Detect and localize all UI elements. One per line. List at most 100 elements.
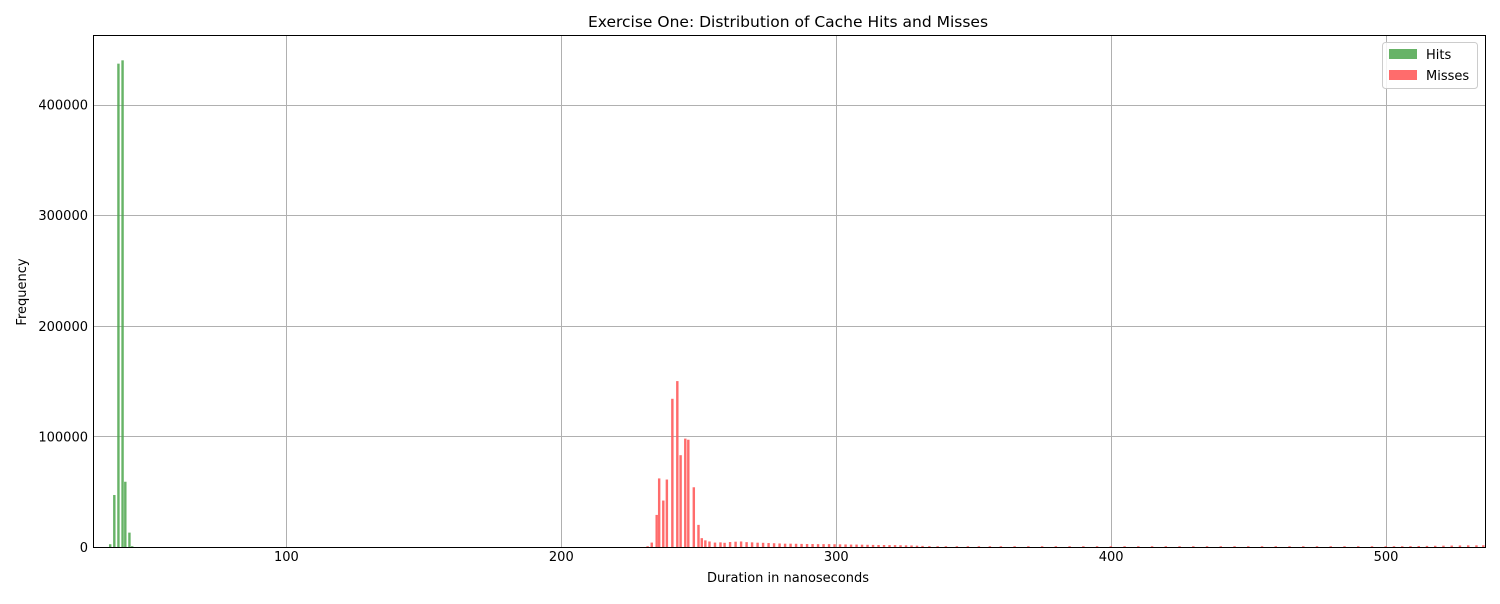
bar-misses — [800, 543, 803, 547]
bar-misses — [899, 545, 902, 547]
legend-label-hits: Hits — [1426, 48, 1451, 63]
bar-misses — [1027, 546, 1030, 547]
bar-misses — [750, 542, 754, 547]
bar-misses — [928, 546, 931, 547]
bar-misses — [849, 544, 853, 547]
bar-misses — [822, 544, 825, 547]
bar-misses — [1137, 546, 1140, 547]
bar-misses — [679, 455, 682, 547]
bar-misses — [713, 542, 717, 547]
bar-misses — [719, 542, 722, 547]
y-tick-label: 300000 — [38, 209, 88, 224]
bar-misses — [1409, 546, 1412, 547]
bar-misses — [915, 545, 919, 547]
bar-misses — [1123, 546, 1126, 547]
x-tick-label: 500 — [1374, 550, 1399, 565]
bar-misses — [1384, 546, 1387, 547]
plot-frame — [93, 35, 1486, 548]
bar-misses — [838, 544, 842, 547]
bar-misses — [1425, 545, 1429, 547]
bar-misses — [977, 546, 981, 547]
bar-hits — [108, 544, 112, 547]
bar-misses — [1178, 546, 1181, 547]
bar-misses — [1442, 545, 1445, 547]
bar-misses — [1095, 546, 1099, 547]
bars — [108, 60, 1485, 547]
legend-label-misses: Misses — [1426, 69, 1469, 84]
bar-misses — [866, 544, 869, 547]
bar-misses — [728, 542, 732, 547]
bar-misses — [772, 543, 776, 547]
bar-misses — [1343, 546, 1346, 547]
bar-misses — [811, 544, 814, 547]
y-tick-label: 400000 — [38, 99, 88, 114]
bar-misses — [1417, 546, 1420, 547]
bar-misses — [827, 544, 831, 547]
bar-misses — [687, 439, 690, 547]
bar-misses — [1274, 546, 1277, 547]
bar-hits — [121, 60, 124, 547]
bar-misses — [921, 545, 924, 547]
bar-misses — [910, 545, 913, 547]
bar-misses — [789, 543, 792, 547]
bar-misses — [1150, 546, 1154, 547]
bar-misses — [700, 538, 703, 547]
bar-misses — [739, 541, 743, 547]
bar-misses — [833, 544, 836, 547]
bar-misses — [655, 514, 658, 547]
bar-misses — [882, 545, 886, 547]
y-tick-label: 0 — [80, 541, 88, 556]
bar-misses — [650, 542, 653, 547]
grid-lines — [94, 36, 1485, 548]
bar-misses — [1082, 546, 1085, 547]
bar-misses — [1013, 546, 1016, 547]
bar-misses — [778, 543, 781, 547]
bar-misses — [1288, 546, 1291, 547]
y-tick-label: 200000 — [38, 320, 88, 335]
bar-misses — [708, 541, 711, 547]
bar-hits — [128, 532, 131, 547]
y-tick-label: 100000 — [38, 430, 88, 445]
bar-misses — [1392, 546, 1396, 547]
legend: Hits Misses — [1382, 42, 1478, 89]
bar-misses — [1357, 546, 1360, 547]
bar-misses — [1450, 545, 1453, 547]
bar-misses — [988, 546, 992, 547]
bar-misses — [860, 544, 864, 547]
bar-misses — [871, 544, 875, 547]
bar-misses — [1401, 546, 1404, 547]
bar-misses — [1466, 545, 1470, 547]
bar-misses — [1109, 546, 1113, 547]
bar-misses — [761, 542, 765, 547]
bar-misses — [794, 543, 798, 547]
bar-misses — [671, 398, 674, 547]
x-tick-label: 300 — [824, 550, 849, 565]
chart-title: Exercise One: Distribution of Cache Hits… — [588, 13, 988, 31]
x-axis-ticks: 100 200 300 400 500 — [274, 550, 1398, 565]
bar-misses — [1192, 546, 1195, 547]
bar-misses — [1458, 545, 1462, 547]
bar-misses — [966, 546, 970, 547]
bar-misses — [1482, 545, 1485, 547]
bar-misses — [723, 542, 726, 547]
bar-misses — [944, 546, 948, 547]
bar-misses — [1068, 546, 1071, 547]
legend-swatch-hits — [1389, 49, 1417, 59]
bar-misses — [1370, 546, 1374, 547]
bar-hits — [124, 481, 127, 547]
bar-misses — [1302, 546, 1305, 547]
x-tick-label: 400 — [1099, 550, 1124, 565]
bar-hits — [117, 63, 120, 547]
legend-swatch-misses — [1389, 70, 1417, 80]
bar-misses — [1040, 546, 1044, 547]
bar-misses — [756, 542, 759, 547]
bar-misses — [1315, 546, 1319, 547]
bar-misses — [877, 545, 880, 547]
bar-misses — [805, 544, 809, 547]
bar-misses — [1054, 546, 1058, 547]
bar-misses — [662, 500, 665, 547]
x-tick-label: 200 — [549, 550, 574, 565]
bar-misses — [684, 438, 687, 547]
x-tick-label: 100 — [274, 550, 299, 565]
